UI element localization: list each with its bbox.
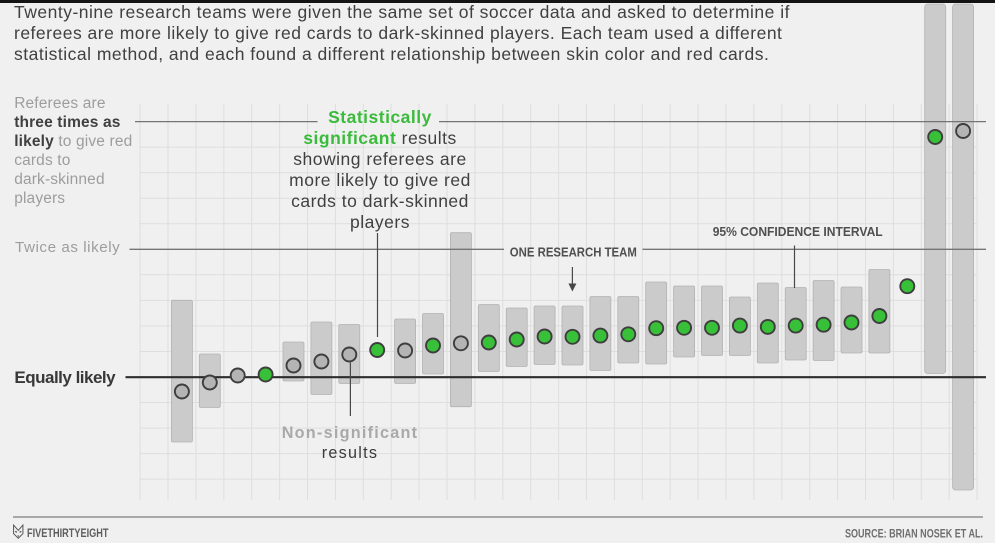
svg-text:95% CONFIDENCE INTERVAL: 95% CONFIDENCE INTERVAL	[713, 225, 883, 239]
svg-text:ONE RESEARCH TEAM: ONE RESEARCH TEAM	[510, 246, 637, 260]
svg-text:SOURCE: BRIAN NOSEK ET AL.: SOURCE: BRIAN NOSEK ET AL.	[845, 529, 983, 541]
svg-text:FIVETHIRTYEIGHT: FIVETHIRTYEIGHT	[27, 528, 109, 540]
